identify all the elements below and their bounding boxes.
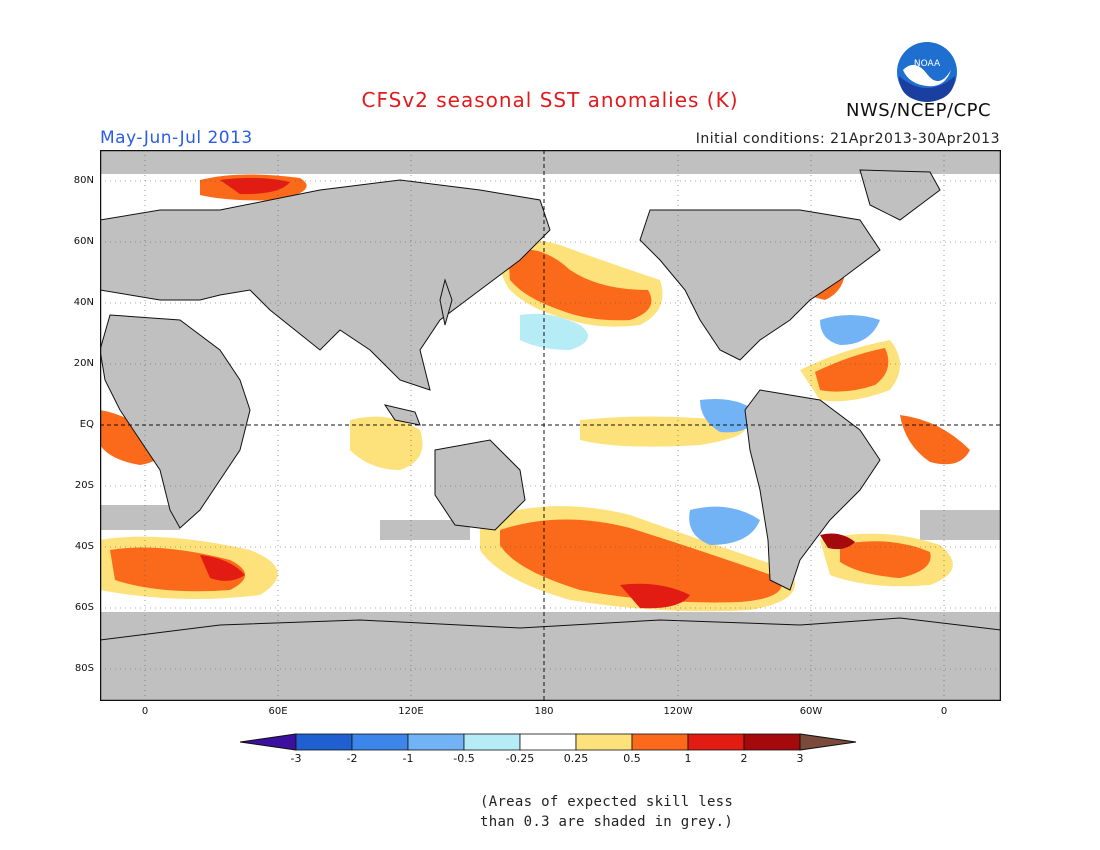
- lon-label: 0: [141, 706, 149, 717]
- lon-label: 180: [534, 706, 554, 717]
- colorbar-tick-label: -0.5: [453, 752, 475, 765]
- colorbar-tick-label: 0.25: [563, 752, 589, 765]
- lat-label: 60S: [74, 602, 94, 613]
- colorbar-segment: [407, 733, 465, 751]
- colorbar-segment: [631, 733, 689, 751]
- colorbar-segment: [295, 733, 353, 751]
- lon-label: 0: [940, 706, 948, 717]
- lat-label: 40N: [73, 297, 94, 308]
- skill-note: (Areas of expected skill less than 0.3 a…: [480, 792, 733, 832]
- colorbar-tick-label: -0.25: [505, 752, 535, 765]
- season-label: May-Jun-Jul 2013: [100, 128, 253, 148]
- colorbar-segment: [351, 733, 409, 751]
- lat-label: 60N: [73, 236, 94, 247]
- colorbar: [240, 733, 857, 751]
- lat-label: 20N: [73, 358, 94, 369]
- map-title: CFSv2 seasonal SST anomalies (K): [361, 88, 739, 112]
- initial-conditions-label: Initial conditions: 21Apr2013-30Apr2013: [695, 131, 1000, 147]
- agency-label: NWS/NCEP/CPC: [846, 100, 992, 121]
- colorbar-tick-label: -1: [402, 752, 414, 765]
- skill-note-line2: than 0.3 are shaded in grey.): [480, 814, 734, 830]
- colorbar-segment: [687, 733, 745, 751]
- lat-label: EQ: [79, 419, 94, 430]
- colorbar-tick-label: 1: [684, 752, 692, 765]
- sst-anomaly-map: [100, 150, 1001, 701]
- low-skill-band-north: [100, 150, 1001, 174]
- colorbar-min-arrow: [240, 733, 297, 751]
- lat-label: 20S: [74, 480, 94, 491]
- lon-label: 120W: [663, 706, 693, 717]
- lon-label: 60E: [268, 706, 288, 717]
- colorbar-max-arrow: [799, 733, 857, 751]
- lat-label: 40S: [74, 541, 94, 552]
- lat-label: 80S: [74, 663, 94, 674]
- lon-label: 120E: [398, 706, 424, 717]
- colorbar-segment: [463, 733, 521, 751]
- continents: [100, 169, 1001, 701]
- logo-text: NOAA: [914, 59, 941, 69]
- colorbar-segment: [519, 733, 577, 751]
- colorbar-tick-label: -3: [290, 752, 302, 765]
- colorbar-tick-label: 2: [740, 752, 748, 765]
- colorbar-segment: [743, 733, 801, 751]
- lon-label: 60W: [799, 706, 823, 717]
- map-frame: [100, 150, 1001, 701]
- noaa-logo-icon: NOAA: [897, 42, 957, 102]
- colorbar-tick-label: -2: [346, 752, 358, 765]
- skill-note-line1: (Areas of expected skill less: [480, 794, 734, 810]
- colorbar-segment: [575, 733, 633, 751]
- colorbar-tick-label: 3: [796, 752, 804, 765]
- lat-label: 80N: [73, 175, 94, 186]
- colorbar-tick-label: 0.5: [623, 752, 641, 765]
